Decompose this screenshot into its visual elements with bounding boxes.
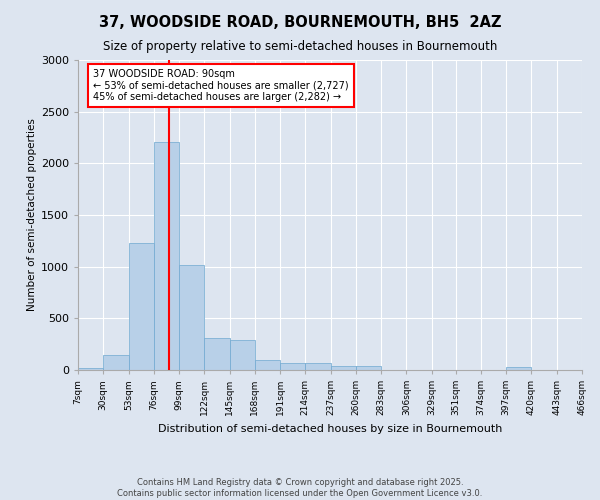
Bar [78,368,103,370]
Bar [280,364,305,370]
Bar [506,367,532,370]
Bar [255,360,280,370]
Text: Contains HM Land Registry data © Crown copyright and database right 2025.
Contai: Contains HM Land Registry data © Crown c… [118,478,482,498]
Bar [204,338,230,370]
Text: Size of property relative to semi-detached houses in Bournemouth: Size of property relative to semi-detach… [103,40,497,53]
Y-axis label: Number of semi-detached properties: Number of semi-detached properties [26,118,37,312]
Text: 37 WOODSIDE ROAD: 90sqm
← 53% of semi-detached houses are smaller (2,727)
45% of: 37 WOODSIDE ROAD: 90sqm ← 53% of semi-de… [93,70,349,102]
Bar [331,366,356,370]
Bar [154,142,179,370]
Bar [128,243,154,370]
X-axis label: Distribution of semi-detached houses by size in Bournemouth: Distribution of semi-detached houses by … [158,424,502,434]
Text: 37, WOODSIDE ROAD, BOURNEMOUTH, BH5  2AZ: 37, WOODSIDE ROAD, BOURNEMOUTH, BH5 2AZ [99,15,501,30]
Bar [305,364,331,370]
Bar [103,354,128,370]
Bar [356,366,381,370]
Bar [230,340,255,370]
Bar [179,264,204,370]
